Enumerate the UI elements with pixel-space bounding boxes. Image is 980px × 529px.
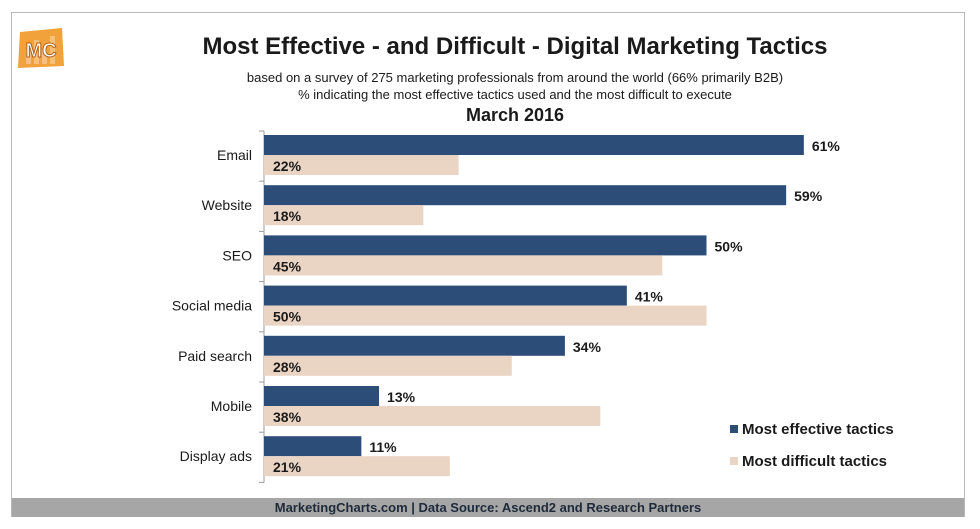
value-label-difficult-paid-search: 28% [273,359,302,375]
value-label-difficult-display-ads: 21% [273,459,302,475]
bar-effective-social-media [264,285,627,306]
legend-swatch-difficult [730,457,738,465]
value-label-difficult-mobile: 38% [273,409,302,425]
chart-title: Most Effective - and Difficult - Digital… [202,33,828,60]
bar-difficult-social-media [264,305,707,326]
value-label-difficult-seo: 45% [273,258,302,274]
chart-subtitle-1: based on a survey of 275 marketing profe… [246,70,784,85]
bar-effective-paid-search [264,335,565,356]
chart-subtitle-2: % indicating the most effective tactics … [298,87,732,102]
legend-swatch-effective [730,425,738,433]
bar-difficult-mobile [264,406,601,426]
bar-difficult-seo [264,255,663,276]
legend-label-difficult: Most difficult tactics [742,453,888,470]
value-label-effective-email: 61% [812,138,841,154]
value-label-effective-display-ads: 11% [369,439,397,455]
bar-effective-mobile [264,386,380,406]
legend-item-effective: Most effective tactics [730,421,894,438]
bar-effective-website [264,185,787,206]
value-label-effective-seo: 50% [715,238,744,254]
category-label-display-ads: Display ads [180,448,252,464]
category-label-seo: SEO [222,247,252,263]
bar-effective-email [264,135,804,155]
logo-text: MC [25,40,56,62]
category-label-mobile: Mobile [211,398,252,414]
bar-difficult-email [264,155,459,175]
category-label-paid-search: Paid search [178,348,252,364]
value-label-effective-paid-search: 34% [573,339,602,355]
value-label-effective-social-media: 41% [635,289,664,305]
source-footer: MarketingCharts.com | Data Source: Ascen… [12,498,964,517]
bar-effective-display-ads [264,436,362,457]
value-label-difficult-email: 22% [273,158,302,174]
bar-difficult-display-ads [264,456,450,477]
value-label-difficult-website: 18% [273,208,302,224]
bar-difficult-website [264,205,424,226]
value-label-effective-mobile: 13% [387,389,416,405]
category-label-email: Email [217,147,252,163]
legend-label-effective: Most effective tactics [742,421,894,438]
category-label-website: Website [202,197,253,213]
bar-effective-seo [264,235,707,256]
legend-item-difficult: Most difficult tactics [730,453,887,470]
category-label-social-media: Social media [172,298,252,314]
marketingcharts-logo: MC [18,28,64,68]
value-label-difficult-social-media: 50% [273,309,302,325]
chart-period: March 2016 [465,105,565,125]
value-label-effective-website: 59% [794,188,823,204]
bar-difficult-paid-search [264,355,512,376]
